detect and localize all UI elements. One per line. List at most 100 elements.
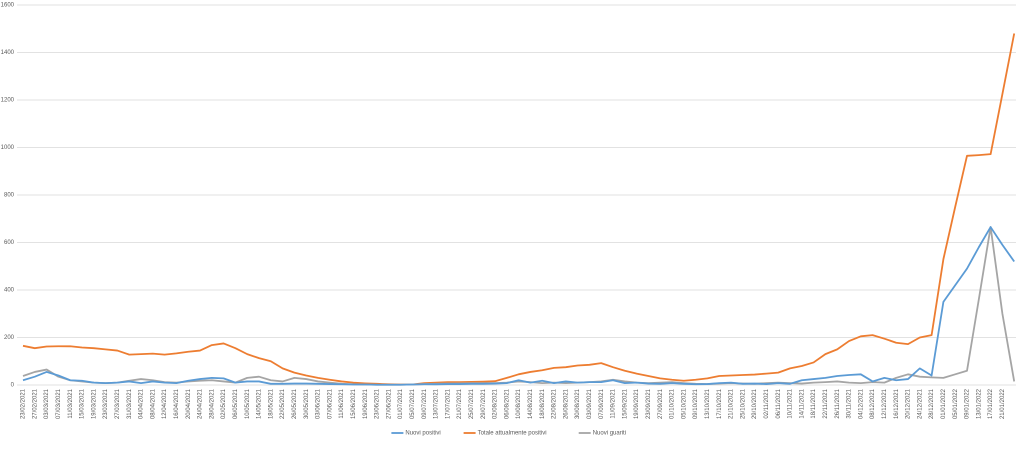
x-tick-label: 09/07/2021 <box>422 388 428 419</box>
x-tick-label: 13/10/2021 <box>705 388 711 419</box>
x-tick-label: 10/05/2021 <box>245 388 251 419</box>
x-tick-label: 09/10/2021 <box>693 388 699 419</box>
x-tick-label: 11/06/2021 <box>339 388 345 418</box>
x-tick-label: 05/01/2022 <box>953 388 959 419</box>
y-tick-label: 200 <box>4 335 15 341</box>
x-tick-label: 29/07/2021 <box>481 388 487 419</box>
x-tick-label: 07/09/2021 <box>599 388 605 419</box>
x-tick-label: 18/08/2021 <box>540 388 546 419</box>
x-tick-label: 30/05/2021 <box>304 388 310 419</box>
x-tick-label: 17/07/2021 <box>445 388 451 419</box>
y-tick-label: 0 <box>11 383 15 389</box>
x-tick-label: 17/01/2022 <box>988 388 994 419</box>
series-line <box>22 33 1016 386</box>
y-tick-label: 800 <box>4 193 15 199</box>
x-tick-label: 19/03/2021 <box>91 388 97 419</box>
legend-label: Nuovi guariti <box>593 431 626 437</box>
x-tick-label: 01/01/2022 <box>941 388 947 419</box>
x-tick-label: 27/02/2021 <box>32 388 38 419</box>
x-tick-label: 08/12/2021 <box>870 388 876 419</box>
x-tick-label: 15/09/2021 <box>622 388 628 419</box>
x-tick-label: 07/06/2021 <box>327 388 333 419</box>
x-tick-label: 03/06/2021 <box>316 388 322 419</box>
series-line <box>22 226 1015 386</box>
x-tick-label: 27/03/2021 <box>115 388 121 419</box>
x-tick-label: 26/05/2021 <box>292 388 298 419</box>
x-tick-label: 15/03/2021 <box>80 388 86 419</box>
x-tick-label: 16/04/2021 <box>174 388 180 419</box>
x-tick-label: 27/09/2021 <box>658 388 664 419</box>
x-tick-label: 18/05/2021 <box>268 388 274 419</box>
x-tick-label: 12/12/2021 <box>882 388 888 419</box>
y-tick-label: 400 <box>4 288 15 294</box>
x-tick-label: 19/09/2021 <box>634 388 640 419</box>
x-tick-label: 21/10/2021 <box>729 388 735 419</box>
x-tick-label: 12/04/2021 <box>162 388 168 419</box>
x-tick-label: 11/03/2021 <box>68 388 74 418</box>
x-tick-label: 02/11/2021 <box>764 388 770 418</box>
x-tick-label: 31/03/2021 <box>127 388 133 419</box>
x-tick-label: 21/01/2022 <box>1000 388 1006 419</box>
x-tick-label: 13/07/2021 <box>434 388 440 419</box>
x-tick-label: 14/11/2021 <box>799 388 805 418</box>
x-tick-label: 25/07/2021 <box>469 388 475 419</box>
x-tick-label: 01/10/2021 <box>670 388 676 419</box>
x-tick-label: 23/03/2021 <box>103 388 109 419</box>
x-tick-label: 04/12/2021 <box>858 388 864 419</box>
y-tick-label: 1600 <box>1 3 15 9</box>
x-tick-label: 23/02/2021 <box>21 388 27 419</box>
x-tick-label: 26/08/2021 <box>563 388 569 419</box>
x-tick-label: 15/06/2021 <box>351 388 357 419</box>
y-tick-label: 1000 <box>1 145 15 151</box>
x-tick-label: 08/04/2021 <box>150 388 156 419</box>
x-tick-label: 28/04/2021 <box>209 388 215 419</box>
y-tick-label: 1200 <box>1 98 15 104</box>
legend-label: Totale attualmente positivi <box>478 431 547 437</box>
x-tick-label: 24/04/2021 <box>198 388 204 419</box>
x-tick-label: 22/11/2021 <box>823 388 829 418</box>
x-tick-label: 05/07/2021 <box>410 388 416 419</box>
x-tick-label: 26/11/2021 <box>835 388 841 418</box>
series-line <box>22 226 1016 386</box>
y-tick-label: 1400 <box>1 50 15 56</box>
x-tick-label: 09/01/2022 <box>965 388 971 419</box>
x-tick-label: 23/06/2021 <box>375 388 381 419</box>
x-tick-label: 14/08/2021 <box>528 388 534 419</box>
x-tick-label: 29/10/2021 <box>752 388 758 419</box>
x-tick-label: 23/09/2021 <box>646 388 652 419</box>
x-tick-label: 17/10/2021 <box>717 388 723 419</box>
x-tick-label: 24/12/2021 <box>917 388 923 419</box>
x-tick-label: 30/11/2021 <box>847 388 853 418</box>
x-tick-label: 10/08/2021 <box>516 388 522 419</box>
x-tick-label: 30/08/2021 <box>575 388 581 419</box>
y-tick-label: 600 <box>4 240 15 246</box>
x-tick-label: 11/09/2021 <box>611 388 617 418</box>
x-tick-label: 06/11/2021 <box>776 388 782 418</box>
x-tick-label: 25/10/2021 <box>740 388 746 419</box>
x-tick-label: 02/05/2021 <box>221 388 227 419</box>
x-tick-label: 07/03/2021 <box>56 388 62 419</box>
x-tick-label: 06/08/2021 <box>504 388 510 419</box>
x-tick-label: 20/04/2021 <box>186 388 192 419</box>
x-tick-label: 04/04/2021 <box>139 388 145 419</box>
x-tick-label: 27/06/2021 <box>386 388 392 419</box>
x-tick-label: 20/12/2021 <box>906 388 912 419</box>
x-tick-label: 19/06/2021 <box>363 388 369 419</box>
x-tick-label: 10/11/2021 <box>788 388 794 418</box>
x-tick-label: 03/03/2021 <box>44 388 50 419</box>
x-tick-label: 06/05/2021 <box>233 388 239 419</box>
x-tick-label: 03/09/2021 <box>587 388 593 419</box>
x-tick-label: 21/07/2021 <box>457 388 463 419</box>
x-tick-label: 16/12/2021 <box>894 388 900 419</box>
x-tick-label: 22/05/2021 <box>280 388 286 419</box>
x-tick-label: 05/10/2021 <box>681 388 687 419</box>
x-tick-label: 14/05/2021 <box>257 388 263 419</box>
x-tick-label: 02/08/2021 <box>493 388 499 419</box>
x-tick-label: 18/11/2021 <box>811 388 817 418</box>
x-tick-label: 22/08/2021 <box>552 388 558 419</box>
x-tick-label: 13/01/2022 <box>976 388 982 419</box>
x-tick-label: 28/12/2021 <box>929 388 935 419</box>
x-tick-label: 01/07/2021 <box>398 388 404 419</box>
legend-label: Nuovi positivi <box>405 431 440 437</box>
